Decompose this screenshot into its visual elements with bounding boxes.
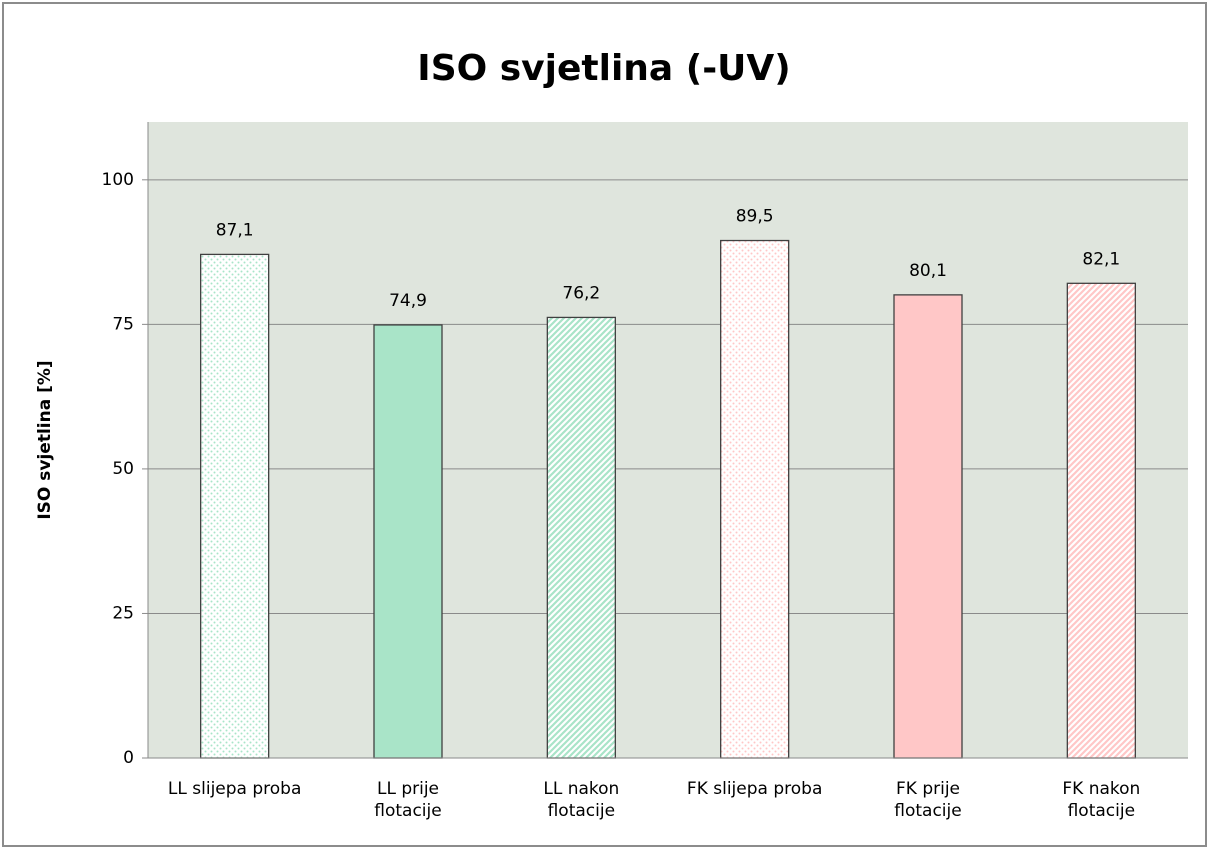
bar bbox=[200, 253, 270, 759]
y-tick-label: 25 bbox=[112, 603, 134, 623]
y-tick-label: 100 bbox=[102, 170, 134, 190]
data-label: 89,5 bbox=[736, 207, 774, 227]
x-tick-label-box: LL prije flotacije bbox=[374, 779, 442, 821]
bar bbox=[373, 324, 443, 759]
x-tick-label: FK nakon flotacije bbox=[1062, 779, 1141, 821]
x-tick-label: FK slijepa proba bbox=[686, 779, 823, 799]
data-label: 87,1 bbox=[216, 220, 254, 240]
data-label: 80,1 bbox=[909, 261, 947, 281]
x-tick-label-box: LL slijepa proba bbox=[167, 779, 302, 799]
y-tick-label: 0 bbox=[123, 748, 134, 768]
bar bbox=[893, 294, 963, 759]
x-tick-label: LL prije flotacije bbox=[374, 779, 442, 821]
bar bbox=[1066, 282, 1136, 759]
x-tick-label-box: FK slijepa proba bbox=[686, 779, 823, 799]
data-label: 76,2 bbox=[562, 283, 600, 303]
x-tick-label-box: FK prije flotacije bbox=[894, 779, 962, 821]
data-label: 74,9 bbox=[389, 291, 427, 311]
y-axis-label: ISO svjetlina [%] bbox=[35, 360, 55, 519]
x-tick-label: FK prije flotacije bbox=[894, 779, 962, 821]
y-tick-label: 75 bbox=[112, 314, 134, 334]
y-tick-label: 50 bbox=[112, 459, 134, 479]
data-label: 82,1 bbox=[1082, 249, 1120, 269]
chart-title: ISO svjetlina (-UV) bbox=[417, 48, 790, 89]
bar bbox=[546, 316, 616, 759]
x-tick-label: LL slijepa proba bbox=[167, 779, 302, 799]
x-tick-label: LL nakon flotacije bbox=[543, 779, 620, 821]
x-tick-label-box: LL nakon flotacije bbox=[543, 779, 620, 821]
x-tick-label-box: FK nakon flotacije bbox=[1062, 779, 1141, 821]
bar bbox=[720, 239, 790, 759]
plot-area bbox=[148, 122, 1188, 758]
